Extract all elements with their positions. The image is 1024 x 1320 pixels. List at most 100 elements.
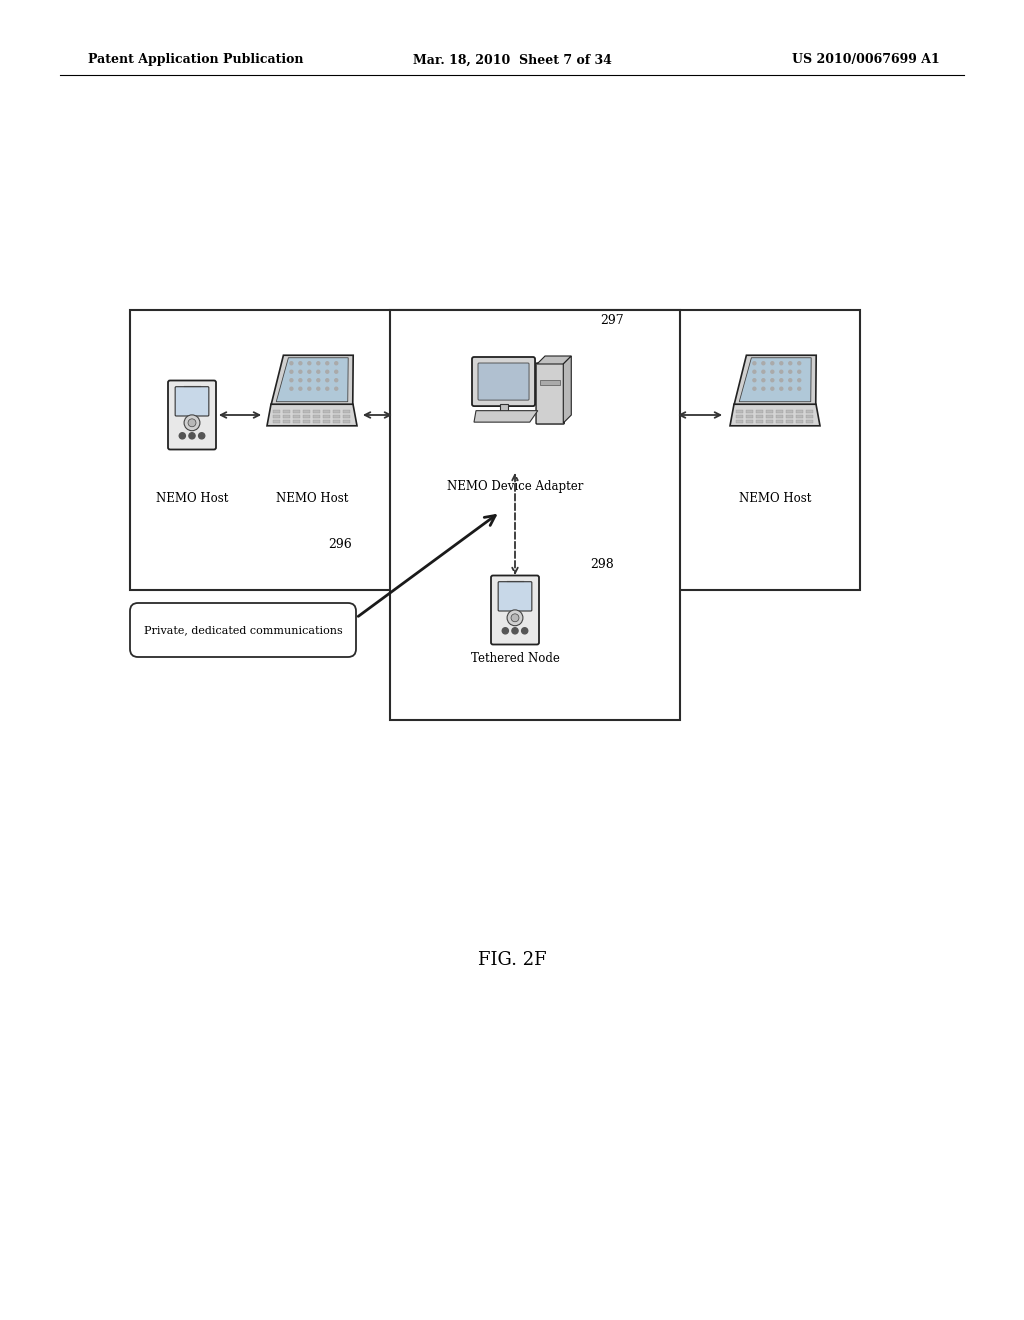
FancyBboxPatch shape xyxy=(536,363,564,424)
Circle shape xyxy=(335,387,338,391)
Circle shape xyxy=(326,362,329,364)
Bar xyxy=(756,409,763,413)
Circle shape xyxy=(299,379,302,381)
Bar xyxy=(736,414,743,418)
Text: Tethered Node: Tethered Node xyxy=(471,652,559,665)
Bar xyxy=(303,421,310,424)
Bar xyxy=(283,421,291,424)
Circle shape xyxy=(290,370,293,374)
Bar xyxy=(283,409,291,413)
Text: NEMO Host: NEMO Host xyxy=(738,492,811,506)
FancyBboxPatch shape xyxy=(175,387,209,416)
Bar xyxy=(736,421,743,424)
FancyBboxPatch shape xyxy=(168,380,216,450)
FancyBboxPatch shape xyxy=(490,576,539,644)
Circle shape xyxy=(335,370,338,374)
Circle shape xyxy=(316,370,319,374)
Circle shape xyxy=(788,370,792,374)
Circle shape xyxy=(762,370,765,374)
Circle shape xyxy=(780,387,782,391)
Circle shape xyxy=(308,379,311,381)
Circle shape xyxy=(335,362,338,364)
Bar xyxy=(130,310,860,590)
Circle shape xyxy=(502,628,508,634)
Bar xyxy=(806,414,813,418)
Circle shape xyxy=(507,610,523,626)
Text: NEMO Host: NEMO Host xyxy=(156,492,228,506)
Circle shape xyxy=(308,362,311,364)
Circle shape xyxy=(326,370,329,374)
Circle shape xyxy=(798,370,801,374)
Bar xyxy=(343,409,350,413)
Circle shape xyxy=(188,433,196,438)
FancyBboxPatch shape xyxy=(130,603,356,657)
Circle shape xyxy=(290,362,293,364)
Bar xyxy=(796,421,803,424)
Text: 296: 296 xyxy=(328,539,352,552)
Circle shape xyxy=(762,387,765,391)
Text: 298: 298 xyxy=(590,558,613,572)
FancyBboxPatch shape xyxy=(498,582,531,611)
Circle shape xyxy=(316,362,319,364)
Bar xyxy=(303,409,310,413)
Circle shape xyxy=(299,387,302,391)
Bar xyxy=(323,414,331,418)
Polygon shape xyxy=(267,404,357,426)
Bar xyxy=(490,412,517,417)
Circle shape xyxy=(771,387,774,391)
Bar xyxy=(746,421,754,424)
Circle shape xyxy=(762,379,765,381)
Circle shape xyxy=(771,379,774,381)
Bar xyxy=(323,421,331,424)
Circle shape xyxy=(771,362,774,364)
Bar xyxy=(736,409,743,413)
Circle shape xyxy=(788,379,792,381)
Polygon shape xyxy=(271,355,353,404)
Polygon shape xyxy=(537,356,571,364)
Circle shape xyxy=(316,379,319,381)
Bar xyxy=(273,414,281,418)
Text: US 2010/0067699 A1: US 2010/0067699 A1 xyxy=(793,54,940,66)
Bar xyxy=(313,409,321,413)
Circle shape xyxy=(798,362,801,364)
Bar xyxy=(756,414,763,418)
Bar xyxy=(273,409,281,413)
Circle shape xyxy=(299,370,302,374)
Bar xyxy=(293,414,300,418)
Polygon shape xyxy=(563,356,571,422)
Circle shape xyxy=(290,387,293,391)
Circle shape xyxy=(199,433,205,438)
Circle shape xyxy=(753,379,756,381)
Text: NEMO Device Adapter: NEMO Device Adapter xyxy=(446,480,584,492)
Bar xyxy=(333,409,340,413)
Polygon shape xyxy=(739,358,811,401)
Bar xyxy=(283,414,291,418)
Polygon shape xyxy=(474,411,538,422)
Bar xyxy=(786,421,794,424)
Bar xyxy=(776,409,783,413)
Bar xyxy=(293,421,300,424)
Circle shape xyxy=(308,387,311,391)
Circle shape xyxy=(299,362,302,364)
Bar xyxy=(776,421,783,424)
Bar xyxy=(796,414,803,418)
Circle shape xyxy=(521,628,527,634)
Circle shape xyxy=(788,362,792,364)
Circle shape xyxy=(511,614,519,622)
Circle shape xyxy=(780,370,782,374)
Bar xyxy=(343,421,350,424)
Circle shape xyxy=(798,379,801,381)
Bar xyxy=(766,414,773,418)
Circle shape xyxy=(753,387,756,391)
Bar xyxy=(273,421,281,424)
Bar xyxy=(293,409,300,413)
Bar xyxy=(500,404,508,412)
Text: Mar. 18, 2010  Sheet 7 of 34: Mar. 18, 2010 Sheet 7 of 34 xyxy=(413,54,611,66)
Circle shape xyxy=(780,362,782,364)
Polygon shape xyxy=(276,358,348,401)
Bar xyxy=(323,409,331,413)
Polygon shape xyxy=(734,355,816,404)
Text: 297: 297 xyxy=(600,314,624,326)
Bar xyxy=(786,414,794,418)
Bar xyxy=(303,414,310,418)
